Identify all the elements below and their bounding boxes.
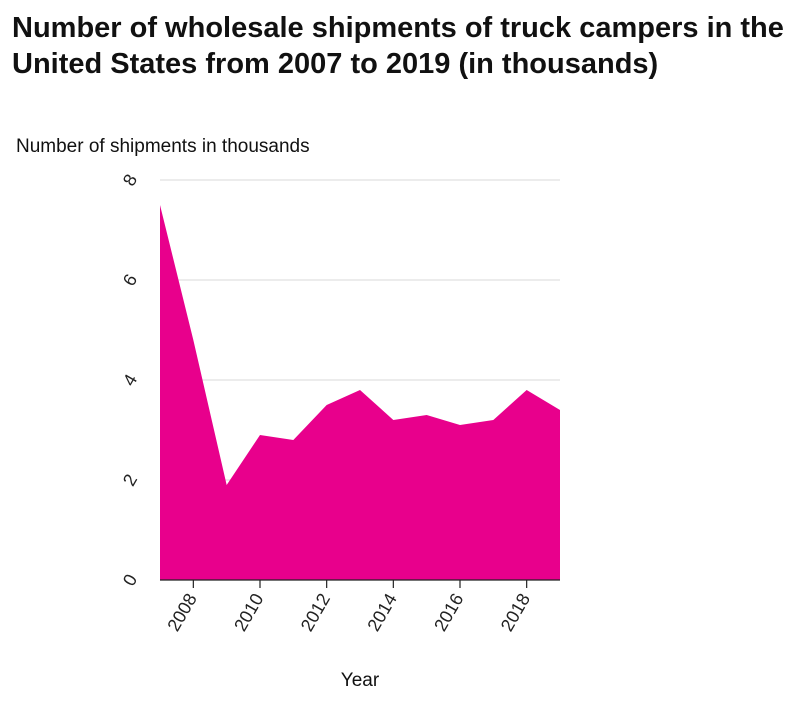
x-tick-label: 2012 [297, 590, 334, 635]
y-tick-label: 8 [119, 171, 141, 190]
y-tick-label: 4 [119, 371, 141, 390]
x-axis-label: Year [341, 670, 380, 691]
area-series [160, 205, 560, 580]
x-tick-label: 2008 [163, 590, 200, 635]
x-tick-label: 2018 [497, 590, 534, 635]
y-axis-label: Number of shipments in thousands [16, 136, 310, 157]
y-tick-label: 0 [119, 571, 141, 590]
x-tick-label: 2010 [230, 590, 267, 635]
y-axis-ticks: 0 2 4 6 8 [119, 171, 141, 590]
y-tick-label: 6 [119, 271, 141, 290]
x-tick-label: 2014 [363, 590, 400, 635]
x-tick-label: 2016 [430, 590, 467, 635]
y-tick-label: 2 [119, 471, 141, 490]
chart-title: Number of wholesale shipments of truck c… [12, 12, 784, 80]
x-axis: 2008 2010 2012 2014 2016 2018 [160, 579, 560, 635]
